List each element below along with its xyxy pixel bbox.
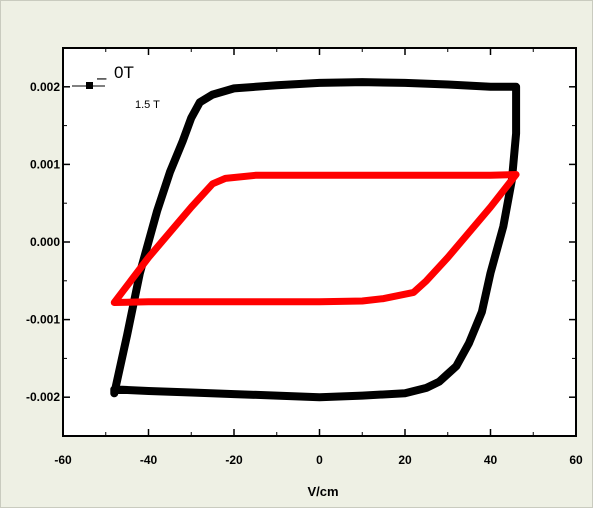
x-tick-label: 0 xyxy=(316,453,323,467)
series-line-1-5-t xyxy=(110,171,520,306)
y-tick-label: 0.002 xyxy=(30,80,60,94)
x-tick-label: 20 xyxy=(398,453,412,467)
x-tick-label: -20 xyxy=(225,453,243,467)
ticks-layer: -60 -40 -20 0 20 40 60 0.002 0.001 0.000 -0.001 -0.… xyxy=(26,48,583,467)
legend-dash-0t: – xyxy=(97,68,107,87)
y-tick-label: -0.001 xyxy=(26,313,60,327)
y-tick-label: 0.001 xyxy=(30,157,60,171)
x-tick-label: 60 xyxy=(569,453,583,467)
series-line-0t xyxy=(110,78,521,402)
x-tick-label: 40 xyxy=(484,453,498,467)
legend-marker-0t xyxy=(86,82,93,89)
x-axis-title: V/cm xyxy=(307,484,338,499)
legend-label-1-5t: 1.5 T xyxy=(135,99,160,111)
series-layer xyxy=(110,78,521,402)
x-tick-label: -40 xyxy=(140,453,158,467)
legend-label-0t: 0T xyxy=(114,63,134,82)
x-tick-label: -60 xyxy=(54,453,72,467)
y-tick-label: 0.000 xyxy=(30,235,60,249)
y-tick-label: -0.002 xyxy=(26,390,60,404)
legend: – 0T 1.5 T xyxy=(72,63,160,111)
